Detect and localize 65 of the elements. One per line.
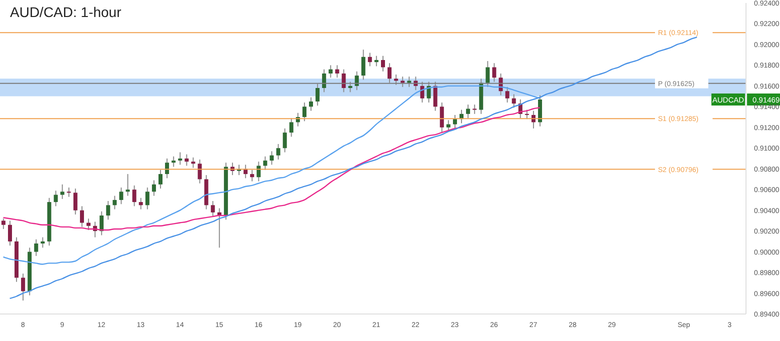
candlestick bbox=[368, 52, 372, 67]
candlestick bbox=[100, 210, 104, 236]
candlestick bbox=[132, 184, 136, 207]
candlestick bbox=[538, 94, 542, 127]
candlestick bbox=[184, 154, 189, 166]
candlestick bbox=[407, 76, 412, 88]
candlestick bbox=[152, 180, 156, 196]
candlestick bbox=[158, 169, 162, 190]
candlestick bbox=[361, 49, 366, 80]
candlestick bbox=[328, 64, 333, 78]
candlestick bbox=[178, 152, 182, 166]
candlestick bbox=[263, 156, 268, 170]
candlestick bbox=[34, 238, 38, 256]
candlestick bbox=[335, 64, 340, 78]
candlestick bbox=[322, 68, 326, 93]
candlestick bbox=[512, 94, 516, 108]
candlestick bbox=[73, 188, 78, 215]
candlestick bbox=[400, 76, 405, 88]
candlestick bbox=[380, 55, 385, 72]
candlestick bbox=[348, 81, 352, 93]
candlestick bbox=[119, 187, 124, 205]
chart-title: AUD/CAD: 1-hour bbox=[10, 4, 122, 20]
candlestick bbox=[198, 159, 202, 184]
candlestick bbox=[354, 70, 359, 91]
candlestick bbox=[8, 220, 12, 246]
candlestick bbox=[492, 62, 496, 82]
candlestick bbox=[66, 187, 71, 198]
candlestick bbox=[106, 200, 110, 220]
candlestick bbox=[394, 74, 398, 86]
candlestick bbox=[309, 96, 313, 112]
line-series bbox=[9, 36, 698, 300]
candlestick bbox=[466, 104, 470, 119]
candlestick bbox=[86, 218, 91, 231]
candlestick bbox=[388, 62, 392, 84]
candlestick bbox=[302, 102, 306, 122]
candlestick bbox=[138, 197, 143, 210]
candlestick bbox=[486, 60, 490, 88]
candlestick bbox=[165, 158, 170, 179]
candlestick bbox=[505, 86, 510, 104]
candlestick bbox=[1, 218, 6, 230]
candlestick bbox=[374, 55, 378, 67]
candlestick bbox=[21, 273, 26, 302]
candlestick bbox=[342, 68, 346, 93]
candlestick bbox=[426, 81, 431, 104]
candlestick bbox=[145, 187, 150, 210]
candlestick bbox=[112, 195, 117, 210]
candlestick bbox=[433, 81, 438, 112]
candlestick bbox=[54, 190, 58, 207]
candlestick bbox=[210, 200, 215, 218]
candlestick bbox=[316, 83, 320, 106]
candlestick bbox=[80, 206, 84, 228]
candlestick bbox=[270, 150, 274, 166]
candlestick bbox=[191, 156, 196, 168]
candlestick bbox=[472, 104, 477, 114]
candlestick bbox=[126, 174, 130, 196]
candlestick bbox=[452, 114, 457, 129]
candlestick bbox=[289, 118, 294, 138]
candlestick bbox=[420, 81, 424, 104]
candlestick bbox=[40, 236, 45, 248]
candlestick bbox=[440, 102, 444, 134]
candlestick bbox=[282, 128, 287, 153]
candlestick bbox=[172, 156, 176, 168]
candlestick bbox=[276, 143, 280, 160]
candlestick bbox=[250, 169, 254, 182]
candlestick bbox=[60, 184, 64, 200]
